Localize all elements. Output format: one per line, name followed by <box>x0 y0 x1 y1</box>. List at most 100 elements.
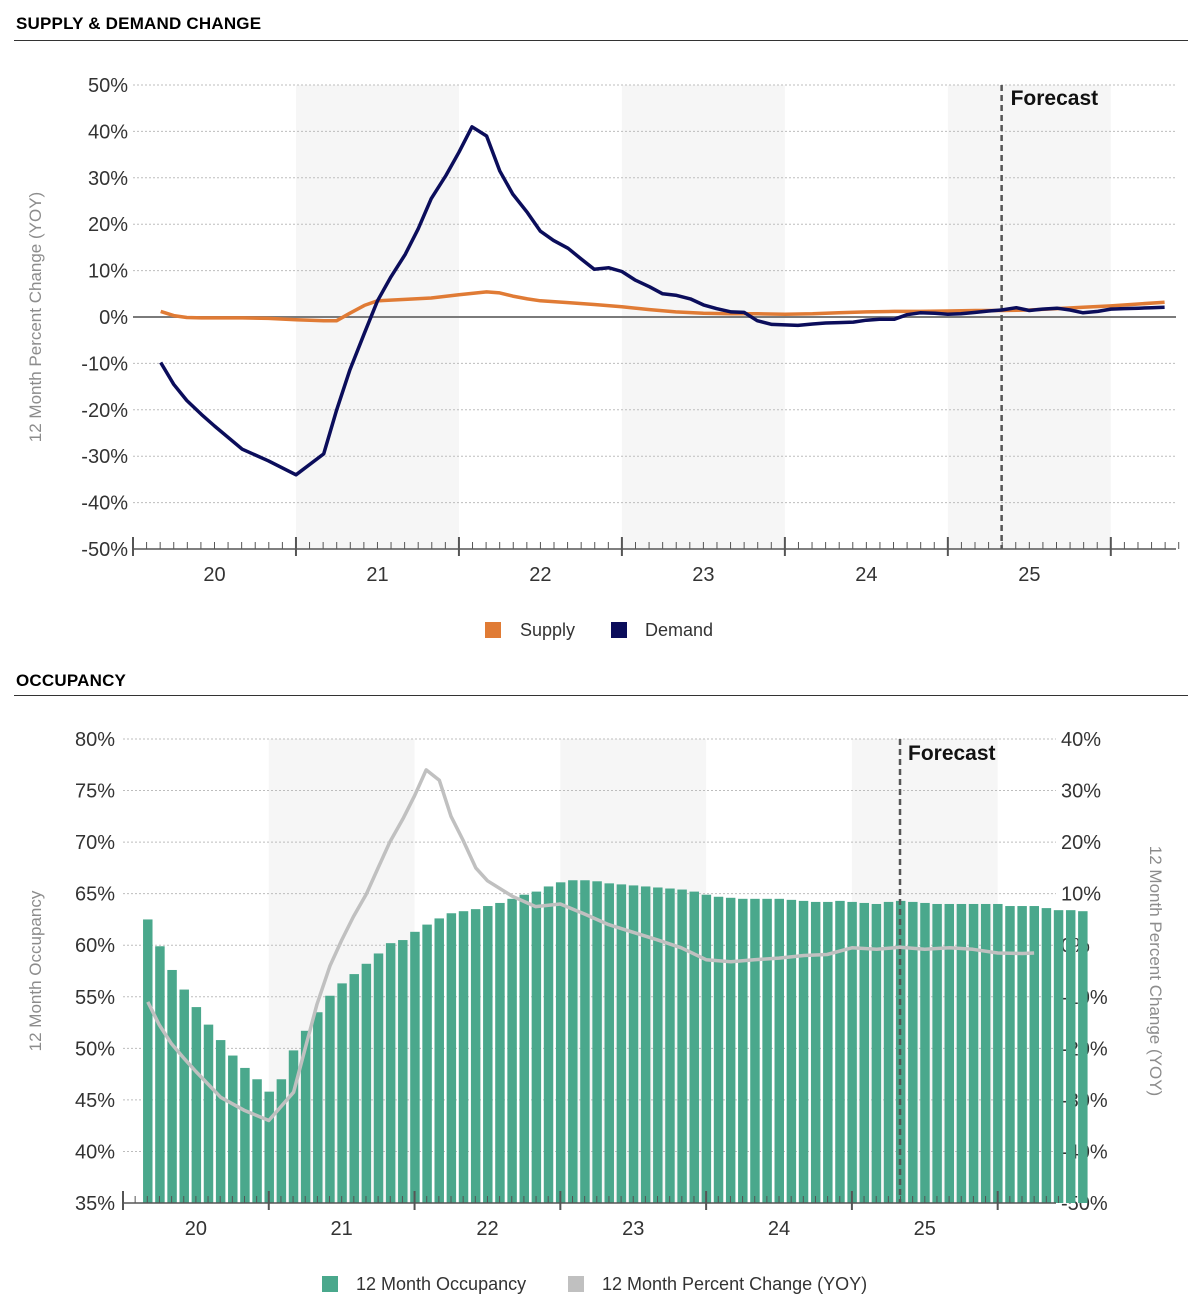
occupancy-bar <box>980 903 991 1203</box>
x-tick-label: 23 <box>692 564 714 586</box>
legend-swatch-yoy <box>568 1276 584 1292</box>
legend-label-supply: Supply <box>520 620 575 640</box>
occupancy-bar <box>543 886 554 1203</box>
legend-swatch-demand <box>611 622 627 638</box>
occupancy-bar <box>810 901 821 1203</box>
occupancy-bar <box>592 881 602 1203</box>
occupancy-bar <box>944 903 954 1203</box>
x-tick-label: 25 <box>914 1218 936 1240</box>
occupancy-bar <box>883 901 894 1203</box>
occupancy-bar <box>568 880 578 1203</box>
occupancy-bar <box>276 1079 287 1203</box>
occupancy-bar <box>725 897 736 1203</box>
occupancy-bar <box>993 903 1003 1203</box>
x-tick-label: 25 <box>1018 564 1040 586</box>
occupancy-bar <box>325 995 335 1203</box>
occupancy-bar <box>653 887 663 1203</box>
x-tick-label: 24 <box>855 564 877 586</box>
occupancy-bar <box>786 899 797 1203</box>
y-tick-label: 45% <box>75 1090 115 1112</box>
occupancy-bar <box>738 898 748 1203</box>
occupancy-bar <box>823 901 833 1203</box>
occupancy-bar <box>470 909 481 1203</box>
occupancy-bar <box>1017 906 1027 1203</box>
occupancy-bar <box>847 901 857 1203</box>
occupancy-bar <box>215 1040 226 1203</box>
occupancy-bar <box>434 918 444 1203</box>
y2-tick-label: 40% <box>1061 729 1101 751</box>
occupancy-bar <box>677 889 687 1203</box>
y-tick-label: 70% <box>75 832 115 854</box>
y-tick-label: 0% <box>99 307 128 329</box>
y2-tick-label: 20% <box>1061 832 1101 854</box>
occupancy-bar <box>616 884 627 1203</box>
y-tick-label: 55% <box>75 987 115 1009</box>
occupancy-bar <box>580 880 590 1203</box>
legend-label-yoy: 12 Month Percent Change (YOY) <box>602 1274 867 1294</box>
occupancy-bar <box>300 1030 311 1203</box>
x-tick-label: 20 <box>203 564 225 586</box>
y2-axis-label: 12 Month Percent Change (YOY) <box>1146 846 1165 1096</box>
occupancy-bar <box>1041 908 1052 1203</box>
occupancy-bar <box>228 1055 238 1203</box>
y2-tick-label: 10% <box>1061 884 1101 906</box>
occupancy-bar <box>507 898 517 1203</box>
x-tick-label: 22 <box>529 564 551 586</box>
occupancy-bar <box>155 946 165 1203</box>
supply-series-line <box>160 290 1165 323</box>
occupancy-bar <box>313 1012 323 1203</box>
x-tick-label: 21 <box>331 1218 353 1240</box>
y-tick-label: 30% <box>88 168 128 190</box>
y-tick-label: 35% <box>75 1193 115 1215</box>
y-tick-label: 10% <box>88 261 128 283</box>
y-tick-label: 40% <box>75 1141 115 1163</box>
occupancy-bar <box>968 903 979 1203</box>
supply-demand-divider <box>14 40 1188 41</box>
x-tick-label: 20 <box>185 1218 207 1240</box>
supply-demand-chart: -50% -40% -30% -20% -10% 0% 10% 20% 30% 40% 50% 20 2… <box>26 75 1180 640</box>
occupancy-bar <box>337 983 347 1203</box>
occupancy-bar <box>871 903 882 1203</box>
x-tick-label: 23 <box>622 1218 644 1240</box>
occupancy-chart: 35%40%45%50%55%60%65%70%75%80%-50%-40%-3… <box>26 729 1165 1294</box>
y-tick-label: 65% <box>75 884 115 906</box>
occupancy-bar <box>908 901 918 1203</box>
occupancy-bar <box>252 1079 262 1203</box>
occupancy-bar <box>446 913 457 1203</box>
x-tick-label: 21 <box>366 564 388 586</box>
occupancy-bar <box>762 898 772 1203</box>
y-axis-label: 12 Month Occupancy <box>26 890 45 1051</box>
occupancy-bar <box>143 919 153 1203</box>
occupancy-bar <box>288 1050 299 1203</box>
y-tick-label: 60% <box>75 935 115 957</box>
occupancy-bar <box>203 1024 214 1203</box>
x-tick-label: 24 <box>768 1218 790 1240</box>
occupancy-bar <box>628 885 639 1203</box>
y-tick-label: 50% <box>88 75 128 97</box>
occupancy-bar <box>385 943 396 1203</box>
occupancy-bar <box>859 902 869 1203</box>
occupancy-bar <box>835 900 845 1203</box>
occupancy-bar <box>495 902 505 1203</box>
occupancy-bar <box>373 953 384 1203</box>
occupancy-bar <box>398 940 408 1203</box>
y-tick-label: -10% <box>81 353 128 375</box>
occupancy-bar <box>798 900 809 1203</box>
occupancy-bar <box>1065 910 1076 1203</box>
occupancy-bar <box>640 886 651 1203</box>
y-tick-label: 40% <box>88 121 128 143</box>
occupancy-bar <box>1053 910 1064 1203</box>
y-tick-label: -50% <box>81 539 128 561</box>
occupancy-bar <box>920 902 930 1203</box>
occupancy-bar <box>701 894 712 1203</box>
demand-series-line <box>159 125 1165 477</box>
occupancy-bar <box>410 931 420 1203</box>
occupancy-bar <box>750 898 760 1203</box>
occupancy-bar <box>264 1091 274 1203</box>
occupancy-bar <box>1078 911 1088 1203</box>
occupancy-bar <box>240 1067 250 1203</box>
legend-swatch-supply <box>485 622 501 638</box>
occupancy-bar <box>689 891 699 1203</box>
occupancy-bar <box>932 903 942 1203</box>
occupancy-bar <box>179 989 189 1203</box>
